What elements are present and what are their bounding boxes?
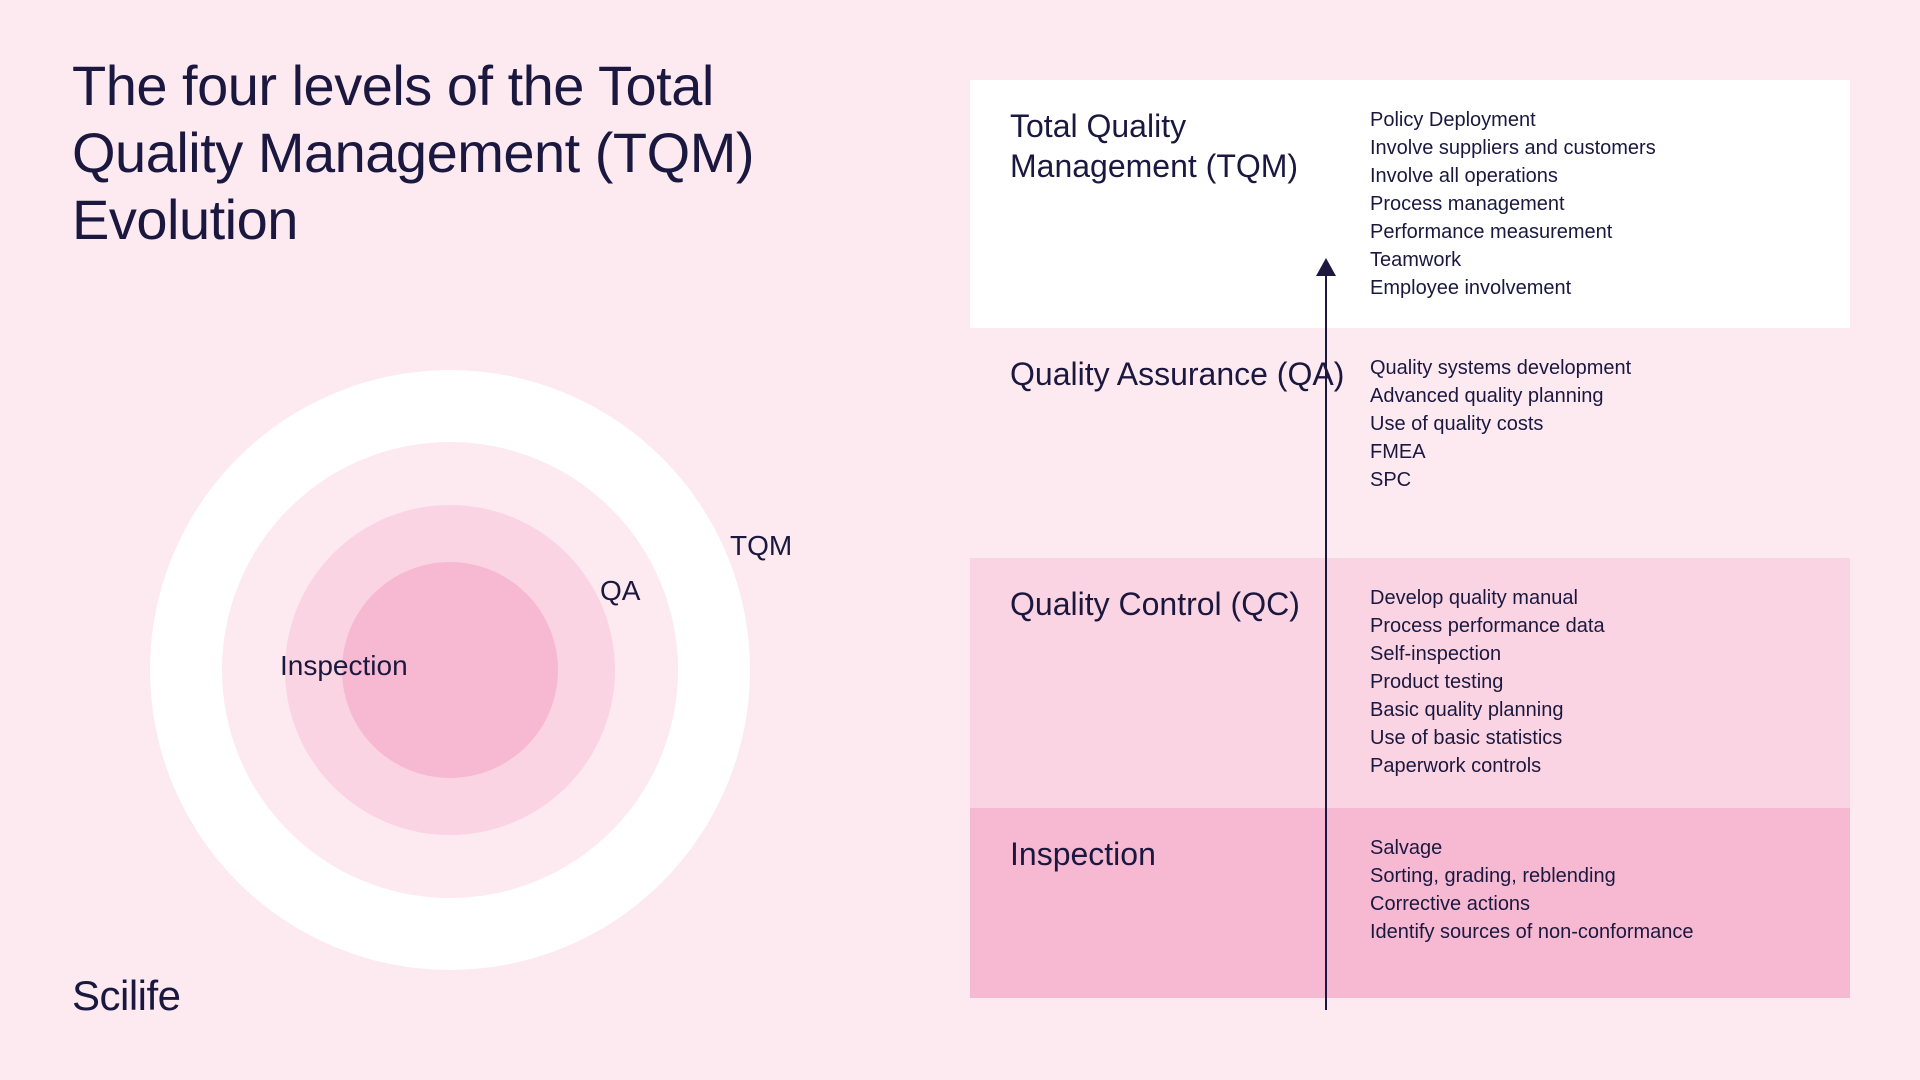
level-item: Involve all operations [1370, 162, 1820, 190]
level-item: Sorting, grading, reblending [1370, 862, 1820, 890]
level-title-qc: Quality Control (QC) [1010, 584, 1350, 782]
level-item: Basic quality planning [1370, 696, 1820, 724]
level-item: Performance measurement [1370, 218, 1820, 246]
level-items-inspection: SalvageSorting, grading, reblendingCorre… [1350, 834, 1820, 972]
level-item: Paperwork controls [1370, 752, 1820, 780]
level-item: Employee involvement [1370, 274, 1820, 302]
level-items-qa: Quality systems developmentAdvanced qual… [1350, 354, 1820, 532]
canvas: The four levels of the Total Quality Man… [0, 0, 1920, 1080]
level-inspection: InspectionSalvageSorting, grading, reble… [970, 808, 1850, 998]
level-qc: Quality Control (QC)Develop quality manu… [970, 558, 1850, 808]
level-item: SPC [1370, 466, 1820, 494]
level-title-inspection: Inspection [1010, 834, 1350, 972]
ring-label-inspection: Inspection [280, 650, 408, 682]
concentric-rings-diagram: TQMQAQCInspection [110, 330, 790, 1010]
level-item: Use of basic statistics [1370, 724, 1820, 752]
level-item: Salvage [1370, 834, 1820, 862]
level-item: Advanced quality planning [1370, 382, 1820, 410]
level-item: Teamwork [1370, 246, 1820, 274]
level-items-tqm: Policy DeploymentInvolve suppliers and c… [1350, 106, 1820, 302]
level-item: Quality systems development [1370, 354, 1820, 382]
level-title-tqm: Total Quality Management (TQM) [1010, 106, 1350, 302]
level-item: Identify sources of non-conformance [1370, 918, 1820, 946]
level-item: Use of quality costs [1370, 410, 1820, 438]
level-item: Self-inspection [1370, 640, 1820, 668]
ring-label-tqm: TQM [730, 530, 792, 562]
ring-label-qa: QA [600, 575, 640, 607]
page-title: The four levels of the Total Quality Man… [72, 52, 892, 254]
level-item: Process performance data [1370, 612, 1820, 640]
level-item: Policy Deployment [1370, 106, 1820, 134]
level-item: Corrective actions [1370, 890, 1820, 918]
level-tqm: Total Quality Management (TQM)Policy Dep… [970, 80, 1850, 328]
level-title-qa: Quality Assurance (QA) [1010, 354, 1350, 532]
evolution-arrow-head [1316, 258, 1336, 276]
evolution-arrow-line [1325, 260, 1327, 1010]
level-items-qc: Develop quality manualProcess performanc… [1350, 584, 1820, 782]
level-item: Involve suppliers and customers [1370, 134, 1820, 162]
level-item: Develop quality manual [1370, 584, 1820, 612]
level-qa: Quality Assurance (QA)Quality systems de… [970, 328, 1850, 558]
level-item: Product testing [1370, 668, 1820, 696]
level-item: FMEA [1370, 438, 1820, 466]
levels-table: Total Quality Management (TQM)Policy Dep… [970, 80, 1850, 998]
level-item: Process management [1370, 190, 1820, 218]
